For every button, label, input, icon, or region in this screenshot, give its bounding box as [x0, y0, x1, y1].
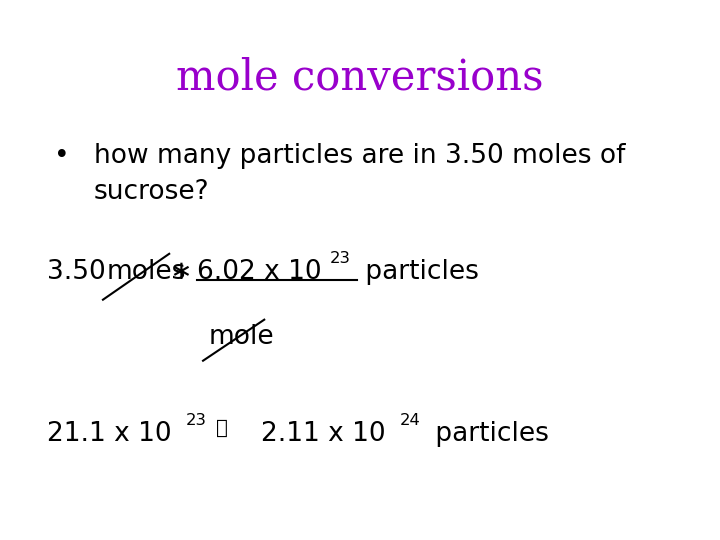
Text: 📝: 📝 [216, 418, 228, 437]
Text: 21.1 x 10: 21.1 x 10 [47, 421, 171, 447]
Text: 23: 23 [330, 251, 351, 266]
Text: particles: particles [357, 259, 479, 285]
Text: 2.11 x 10: 2.11 x 10 [261, 421, 385, 447]
Text: 3.50: 3.50 [47, 259, 114, 285]
Text: 24: 24 [400, 413, 420, 428]
Text: particles: particles [427, 421, 549, 447]
Text: mole: mole [209, 324, 274, 350]
Text: ∗: ∗ [162, 259, 201, 285]
Text: mole conversions: mole conversions [176, 57, 544, 99]
Text: 23: 23 [186, 413, 207, 428]
Text: how many particles are in 3.50 moles of
sucrose?: how many particles are in 3.50 moles of … [94, 143, 625, 205]
Text: •: • [54, 143, 70, 169]
Text: moles: moles [107, 259, 186, 285]
Text: 6.02 x 10: 6.02 x 10 [197, 259, 321, 285]
